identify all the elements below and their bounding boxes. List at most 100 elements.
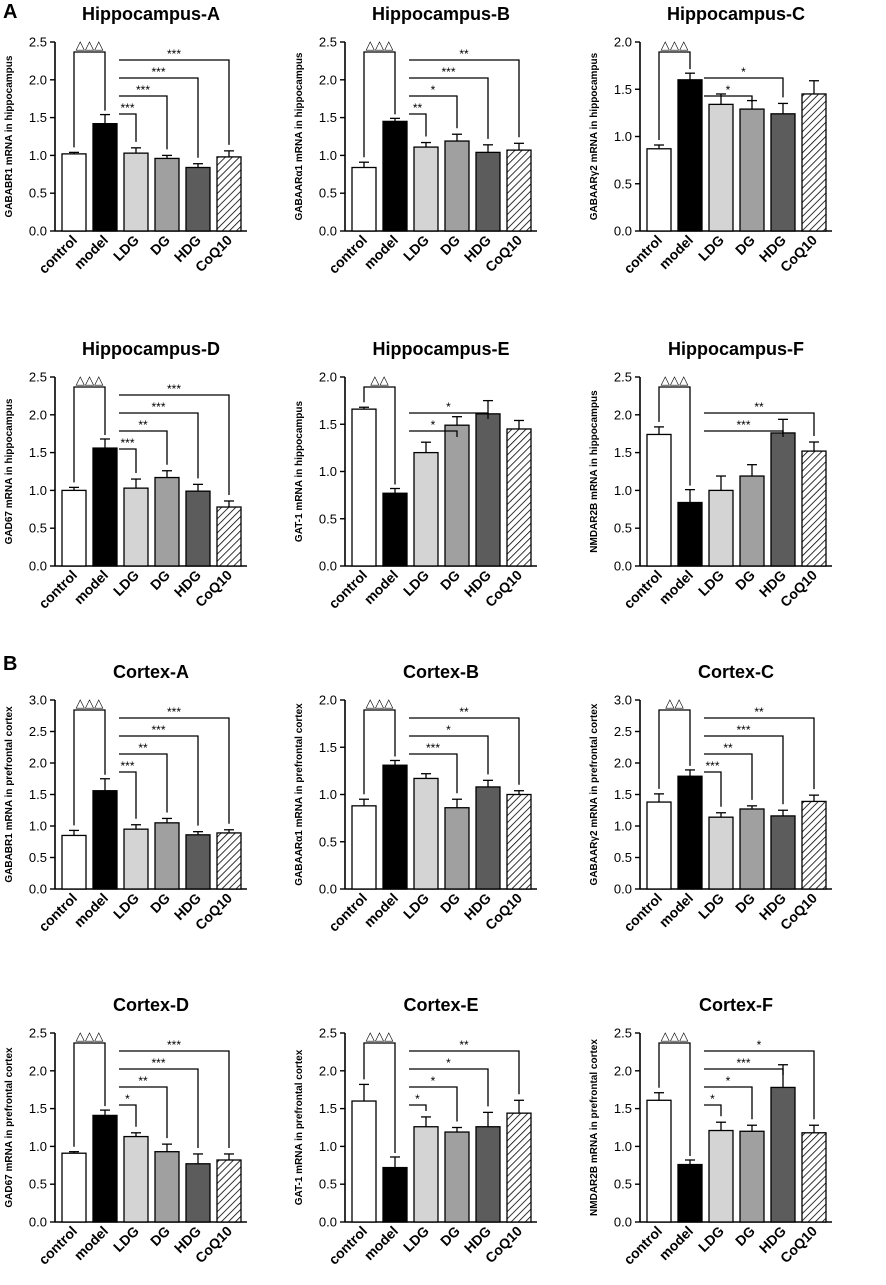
cortex-a-comparison-bracket: [119, 771, 137, 819]
cortex-f-bar-model: [677, 1163, 703, 1223]
hippocampus-c-y-label: GABAARγ2 mRNA in hippocampus: [589, 52, 600, 220]
hippocampus-f-y-tick-label: 1.0: [614, 483, 632, 498]
cortex-c-bar-control: [646, 801, 672, 890]
hippocampus-a-significance-label: ***: [167, 47, 181, 61]
hippocampus-c-bar-dg: [739, 108, 765, 232]
cortex-e-category-label: DG: [437, 1223, 463, 1249]
cortex-f-significance-label: *: [757, 1038, 762, 1052]
cortex-d-bar-coq10: [216, 1159, 242, 1223]
hippocampus-f-y-tick-label: 1.5: [614, 445, 632, 460]
hippocampus-c-title: Hippocampus-C: [667, 4, 805, 24]
hippocampus-e-y-label: GAT-1 mRNA in hippocampus: [294, 401, 305, 543]
hippocampus-b-bar-ldg: [413, 146, 439, 232]
hippocampus-e-y-tick-label: 1.5: [319, 417, 337, 432]
cortex-e-comparison-bracket: [409, 1050, 520, 1095]
hippocampus-d-title: Hippocampus-D: [82, 339, 220, 359]
hippocampus-c-y-tick-label: 1.0: [614, 129, 632, 144]
hippocampus-b-category-label: DG: [437, 232, 463, 258]
hippocampus-a-bar-ldg: [123, 152, 149, 232]
hippocampus-f-category-label: control: [620, 567, 665, 612]
hippocampus-f-bar-hdg: [770, 432, 796, 567]
cortex-b-delta-marker: △△△: [366, 696, 394, 710]
cortex-f-bar-hdg: [770, 1086, 796, 1223]
hippocampus-d-y-tick-label: 1.5: [29, 445, 47, 460]
hippocampus-e-y-tick-label: 1.0: [319, 464, 337, 479]
cortex-c-comparison-bracket: [704, 771, 722, 807]
hippocampus-a-significance-label: ***: [151, 65, 165, 79]
hippocampus-a-category-label: DG: [147, 232, 173, 258]
hippocampus-c-y-tick-label: 0.5: [614, 176, 632, 191]
cortex-d-comparison-bracket: [119, 1050, 230, 1148]
cortex-c-bar-coq10: [801, 800, 827, 890]
panel-label-b: B: [3, 653, 18, 675]
cortex-a-significance-label: **: [138, 741, 148, 755]
hippocampus-c-comparison-bracket: [704, 95, 753, 102]
hippocampus-b-significance-label: *: [431, 83, 436, 97]
hippocampus-c-category-label: DG: [732, 232, 758, 258]
hippocampus-d-significance-label: **: [138, 418, 148, 432]
hippocampus-b-title: Hippocampus-B: [372, 4, 510, 24]
cortex-a-bar-model: [92, 790, 118, 890]
hippocampus-d-control-model-bracket: [73, 386, 106, 483]
cortex-a-y-tick-label: 2.5: [29, 724, 47, 739]
cortex-d-bar-ldg: [123, 1135, 149, 1223]
cortex-a-y-tick-label: 0.0: [29, 882, 47, 897]
hippocampus-f-y-tick-label: 2.5: [614, 370, 632, 385]
cortex-a-y-tick-label: 1.0: [29, 819, 47, 834]
cortex-e-category-label: model: [361, 1223, 401, 1263]
cortex-b-y-tick-label: 0.0: [319, 882, 337, 897]
cortex-c-delta-marker: △△: [665, 696, 684, 710]
cortex-e-bar-hdg: [475, 1126, 501, 1223]
hippocampus-e-y-tick-label: 0.0: [319, 559, 337, 574]
hippocampus-d-delta-marker: △△△: [76, 373, 104, 387]
cortex-b-significance-label: *: [446, 723, 451, 737]
cortex-c-category-label: LDG: [695, 890, 727, 922]
hippocampus-e-bar-coq10: [506, 428, 532, 567]
cortex-e-delta-marker: △△△: [366, 1029, 394, 1043]
hippocampus-b-y-tick-label: 0.0: [319, 224, 337, 239]
cortex-b-bar-coq10: [506, 793, 532, 890]
cortex-e-significance-label: *: [431, 1074, 436, 1088]
hippocampus-d-comparison-bracket: [119, 430, 168, 465]
hippocampus-a-comparison-bracket: [119, 113, 137, 142]
hippocampus-b-category-label: control: [325, 232, 370, 277]
cortex-c-bar-model: [677, 775, 703, 890]
cortex-d-y-tick-label: 1.5: [29, 1101, 47, 1116]
hippocampus-f-comparison-bracket: [704, 412, 815, 437]
hippocampus-f-control-model-bracket: [658, 386, 691, 486]
cortex-c-y-tick-label: 0.5: [614, 850, 632, 865]
hippocampus-a-bar-dg: [154, 157, 180, 232]
hippocampus-c-bar-model: [677, 79, 703, 232]
cortex-c-significance-label: ***: [736, 723, 750, 737]
cortex-b-bar-hdg: [475, 786, 501, 890]
hippocampus-d-category-label: LDG: [110, 567, 142, 599]
hippocampus-c-control-model-bracket: [658, 51, 691, 141]
hippocampus-a-comparison-bracket: [119, 59, 230, 145]
hippocampus-a-y-label: GABABR1 mRNA in hippocampus: [4, 55, 15, 217]
cortex-c-y-tick-label: 0.0: [614, 882, 632, 897]
hippocampus-e-title: Hippocampus-E: [372, 339, 509, 359]
cortex-c-comparison-bracket: [704, 717, 815, 790]
cortex-d-control-model-bracket: [73, 1042, 106, 1147]
hippocampus-e-bar-dg: [444, 424, 470, 567]
cortex-d-significance-label: ***: [167, 1038, 181, 1052]
cortex-e-significance-label: *: [415, 1092, 420, 1106]
cortex-f-y-tick-label: 1.0: [614, 1139, 632, 1154]
cortex-e-y-tick-label: 1.5: [319, 1101, 337, 1116]
hippocampus-b-y-tick-label: 2.0: [319, 72, 337, 87]
hippocampus-a-y-tick-label: 0.5: [29, 186, 47, 201]
hippocampus-a-bar-control: [61, 153, 87, 232]
cortex-f-title: Cortex-F: [699, 995, 773, 1015]
hippocampus-e-significance-label: *: [446, 400, 451, 414]
cortex-f-bar-dg: [739, 1130, 765, 1223]
hippocampus-d-category-label: model: [71, 567, 111, 607]
cortex-b-title: Cortex-B: [403, 662, 479, 682]
hippocampus-e-significance-label: *: [431, 418, 436, 432]
cortex-b-significance-label: ***: [426, 741, 440, 755]
cortex-d-y-label: GAD67 mRNA in prefrontal cortex: [4, 1047, 15, 1208]
hippocampus-a-significance-label: ***: [136, 83, 150, 97]
hippocampus-c-significance-label: *: [726, 83, 731, 97]
cortex-c-category-label: model: [656, 890, 696, 930]
cortex-c-y-tick-label: 1.0: [614, 819, 632, 834]
hippocampus-f-category-label: LDG: [695, 567, 727, 599]
